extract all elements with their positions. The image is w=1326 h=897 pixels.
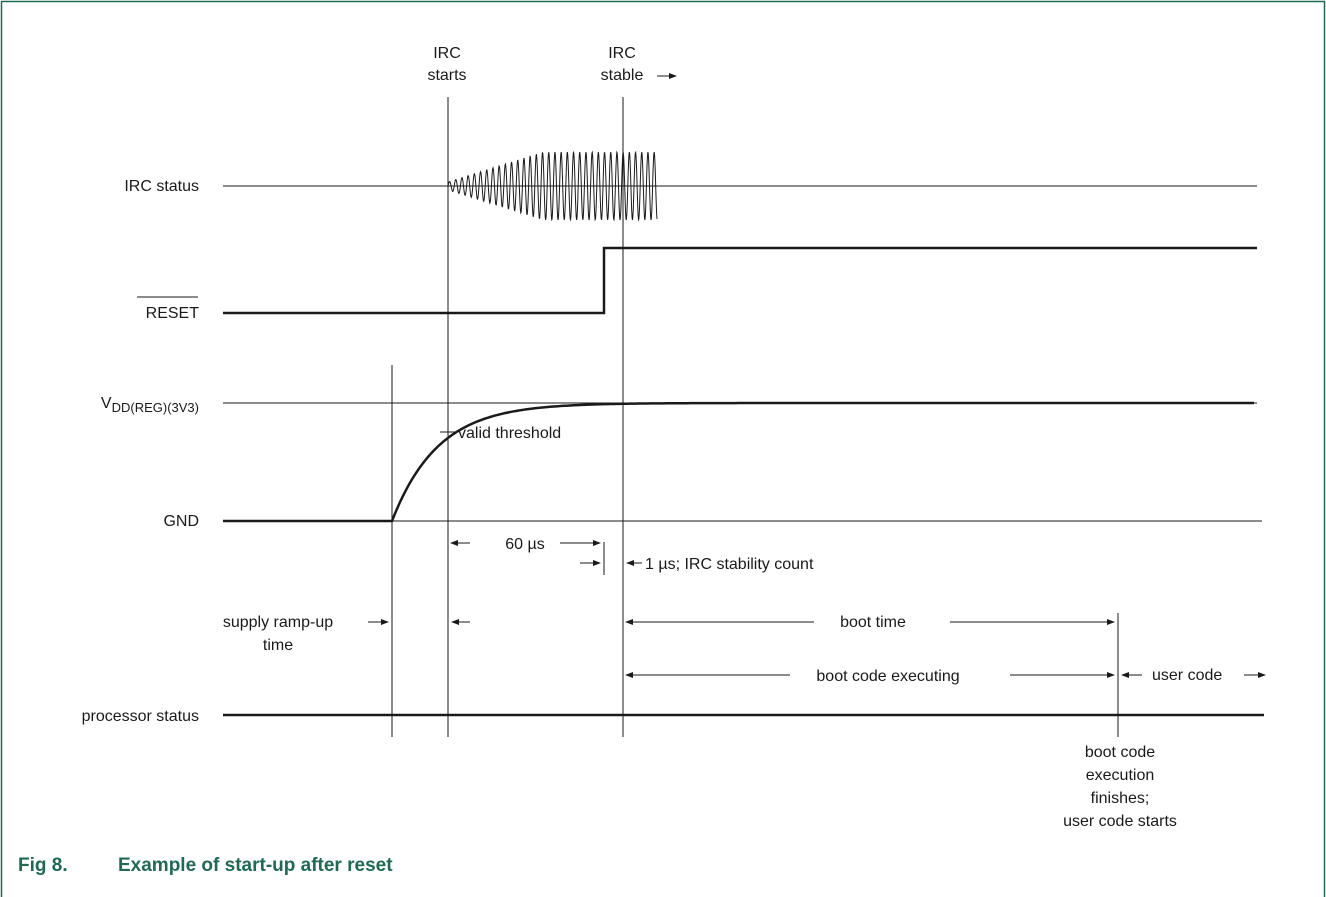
valid-threshold-label: valid threshold	[458, 425, 561, 442]
left-arrow-icon	[625, 619, 814, 625]
vdd-label: VDD(REG)(3V3)	[101, 395, 199, 415]
supply-ramp-label-line1: supply ramp-up	[223, 614, 333, 631]
boot-finish-label-line3: finishes;	[1091, 790, 1150, 807]
irc-starts-label-line2: starts	[427, 67, 466, 84]
left-arrow-icon	[625, 672, 790, 678]
processor-status-label: processor status	[82, 708, 199, 725]
irc-starts-label-line1: IRC	[433, 45, 461, 62]
figure-title: Example of start-up after reset	[118, 855, 393, 876]
boot-time-label: boot time	[840, 614, 906, 631]
right-arrow-icon	[1244, 672, 1266, 678]
irc-oscillation-waveform	[447, 150, 658, 222]
boot-finish-label-line2: execution	[1086, 767, 1155, 784]
right-arrow-icon	[1010, 672, 1115, 678]
boot-finish-label-line4: user code starts	[1063, 813, 1177, 830]
gnd-label: GND	[163, 513, 199, 530]
left-arrow-icon	[626, 560, 642, 566]
irc-status-label: IRC status	[124, 178, 199, 195]
stability-count-label: 1 µs; IRC stability count	[645, 556, 814, 573]
right-arrow-icon	[657, 73, 677, 79]
right-arrow-icon	[950, 619, 1115, 625]
boot-code-executing-label: boot code executing	[816, 668, 959, 685]
irc-stable-label-line1: IRC	[608, 45, 636, 62]
left-arrow-icon	[1121, 672, 1142, 678]
boot-finish-label-line1: boot code	[1085, 744, 1155, 761]
reset-label: RESET	[146, 305, 200, 322]
right-arrow-icon	[580, 560, 601, 566]
user-code-label: user code	[1152, 667, 1222, 684]
vdd-main: V	[101, 395, 112, 412]
time-60us-label: 60 µs	[505, 536, 544, 553]
left-arrow-icon	[451, 619, 470, 625]
vdd-supply-ramp-curve	[223, 401, 1254, 523]
reset-waveform	[223, 246, 1257, 315]
left-arrow-icon	[450, 540, 470, 546]
vdd-subscript: DD(REG)(3V3)	[112, 400, 199, 415]
irc-stable-label-line2: stable	[601, 67, 644, 84]
right-arrow-icon	[368, 619, 389, 625]
right-arrow-icon	[560, 540, 601, 546]
figure-number: Fig 8.	[18, 855, 68, 876]
supply-ramp-label-line2: time	[263, 637, 293, 654]
